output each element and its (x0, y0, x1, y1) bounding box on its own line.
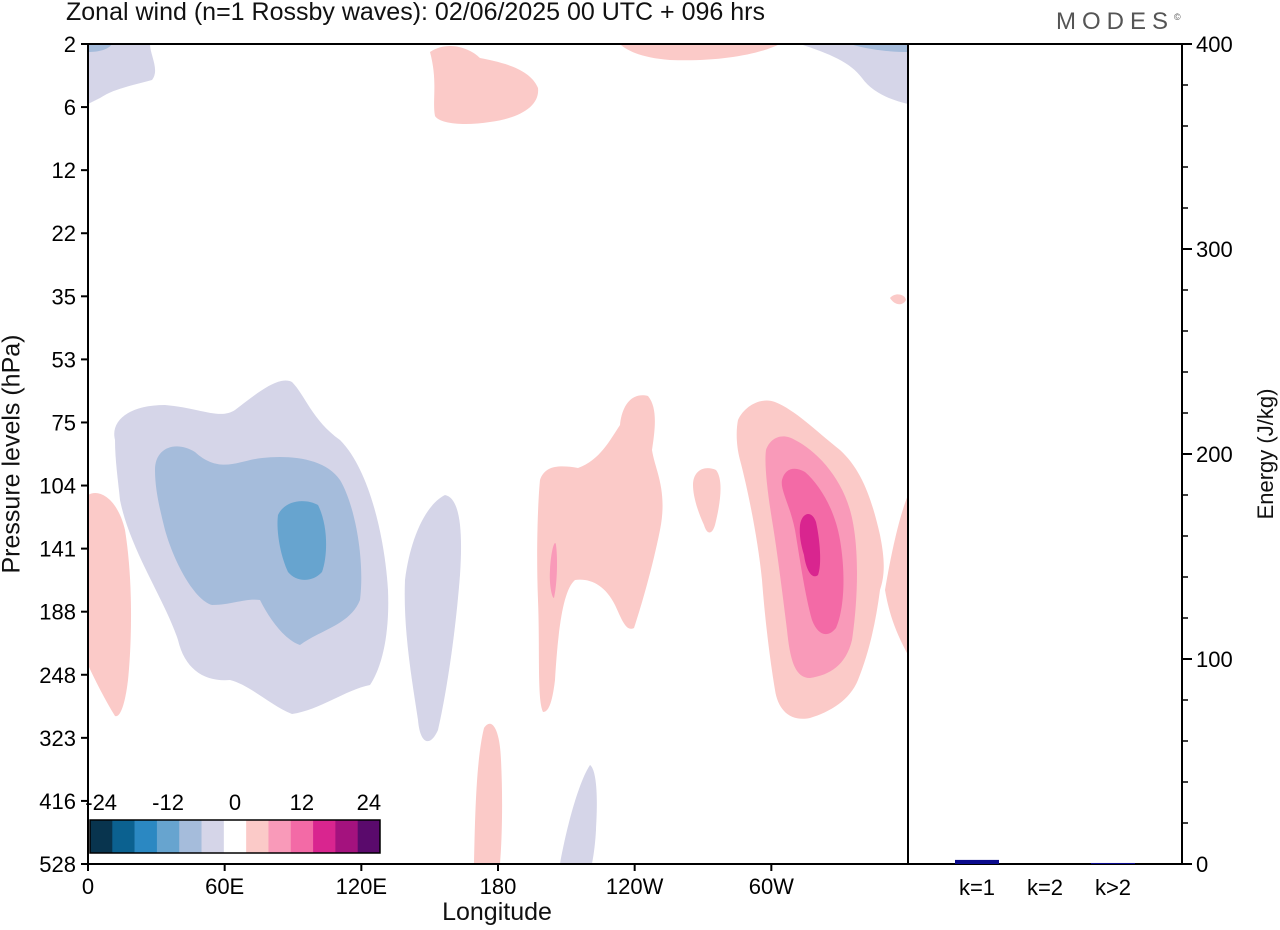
colorbar-swatch (112, 820, 135, 853)
y-tick-label: 141 (39, 537, 76, 562)
y-tick-label: 12 (52, 158, 76, 183)
y-tick-label: 35 (52, 284, 76, 309)
x-tick-label: 60E (205, 874, 244, 899)
zonal-wind-heatmap: 0 60E 120E 180 120W 60W 2 6 12 22 35 53 75 104 141 188… (39, 32, 909, 899)
energy-tick-label: 300 (1196, 237, 1233, 262)
y-axis-ticks: 2 6 12 22 35 53 75 104 141 188 248 323 416 528 (39, 32, 88, 877)
chart-title: Zonal wind (n=1 Rossby waves): 02/06/202… (66, 0, 765, 26)
logo-text: MODES (1056, 8, 1175, 35)
contour-pos-center-outer (537, 395, 663, 712)
contour-pos-center-core (549, 542, 558, 598)
contour-neg-top-left (88, 44, 156, 104)
contour-neg-main-core (277, 501, 327, 580)
colorbar-label: 24 (357, 790, 381, 815)
wind-contour-fields (88, 44, 908, 864)
colorbar-label: 0 (229, 790, 241, 815)
y-tick-label: 22 (52, 221, 76, 246)
colorbar-label: 12 (290, 790, 314, 815)
y-tick-label: 6 (64, 95, 76, 120)
y-tick-label: 188 (39, 600, 76, 625)
energy-bar (955, 859, 999, 864)
colorbar-swatch (90, 820, 113, 853)
colorbar-swatch (179, 820, 202, 853)
y-tick-label: 416 (39, 789, 76, 814)
energy-tick-label: 0 (1196, 852, 1208, 877)
y-tick-label: 248 (39, 663, 76, 688)
colorbar-swatch (156, 820, 180, 853)
x-tick-label: 0 (82, 874, 94, 899)
contour-neg-main-inner (155, 446, 362, 645)
y-tick-label: 75 (52, 410, 76, 435)
energy-bar-chart: 0 100 200 300 400 k=1 k=2 k>2 (908, 32, 1233, 900)
contour-pos-right-strip (885, 495, 908, 655)
y-tick-label: 104 (39, 474, 76, 499)
energy-tick-label: 400 (1196, 32, 1233, 57)
colorbar-frame (89, 819, 381, 854)
colorbar-label: -12 (152, 790, 184, 815)
energy-bar (1091, 862, 1135, 864)
x-tick-label: 60W (749, 874, 794, 899)
energy-category-label: k=1 (959, 875, 995, 900)
contour-pos-left-strip (88, 493, 132, 717)
colorbar-swatch (268, 820, 292, 853)
contour-neg-column (404, 495, 462, 742)
contour-pos-tiny-blob (890, 294, 906, 305)
x-axis-ticks: 0 60E 120E 180 120W 60W (82, 864, 794, 899)
colorbar-swatch (313, 820, 336, 853)
y-tick-label: 323 (39, 726, 76, 751)
contour-pos-bottom-column (474, 723, 503, 864)
contour-neg-bottom (560, 765, 597, 864)
colorbar-swatch (223, 820, 247, 853)
contour-neg-top-right (800, 44, 908, 104)
energy-axis-label: Energy (J/kg) (1253, 388, 1278, 520)
energy-category-label: k=2 (1027, 875, 1063, 900)
x-tick-label: 120W (606, 874, 664, 899)
y-axis-label: Pressure levels (hPa) (0, 334, 26, 574)
energy-axis-ticks: 0 100 200 300 400 (1182, 32, 1233, 877)
contour-neg-top-right-core (850, 44, 908, 52)
x-tick-label: 180 (480, 874, 517, 899)
contour-neg-top-left-core (88, 44, 112, 52)
energy-bars: k=1 k=2 k>2 (955, 859, 1135, 900)
y-tick-label: 53 (52, 347, 76, 372)
contour-pos-top-right (620, 44, 780, 61)
colorbar: -24 -12 0 12 24 (85, 790, 381, 854)
x-tick-label: 120E (336, 874, 387, 899)
energy-category-label: k>2 (1095, 875, 1131, 900)
y-tick-label: 528 (39, 852, 76, 877)
x-axis-label: Longitude (442, 898, 552, 926)
y-tick-label: 2 (64, 32, 76, 57)
contour-pos-main-core (799, 514, 821, 577)
energy-tick-label: 100 (1196, 647, 1233, 672)
contour-pos-small-blob (693, 468, 721, 533)
colorbar-label: -24 (85, 790, 117, 815)
colorbar-swatch (335, 820, 358, 853)
energy-tick-label: 200 (1196, 442, 1233, 467)
colorbar-swatch (134, 820, 158, 853)
logo-mark: © (1174, 12, 1181, 22)
colorbar-swatch (290, 820, 314, 853)
colorbar-swatch (357, 820, 381, 853)
contour-pos-top-center (430, 45, 539, 125)
colorbar-swatch (246, 820, 269, 853)
modes-logo: MODES© (1056, 8, 1181, 36)
colorbar-swatch (201, 820, 225, 853)
